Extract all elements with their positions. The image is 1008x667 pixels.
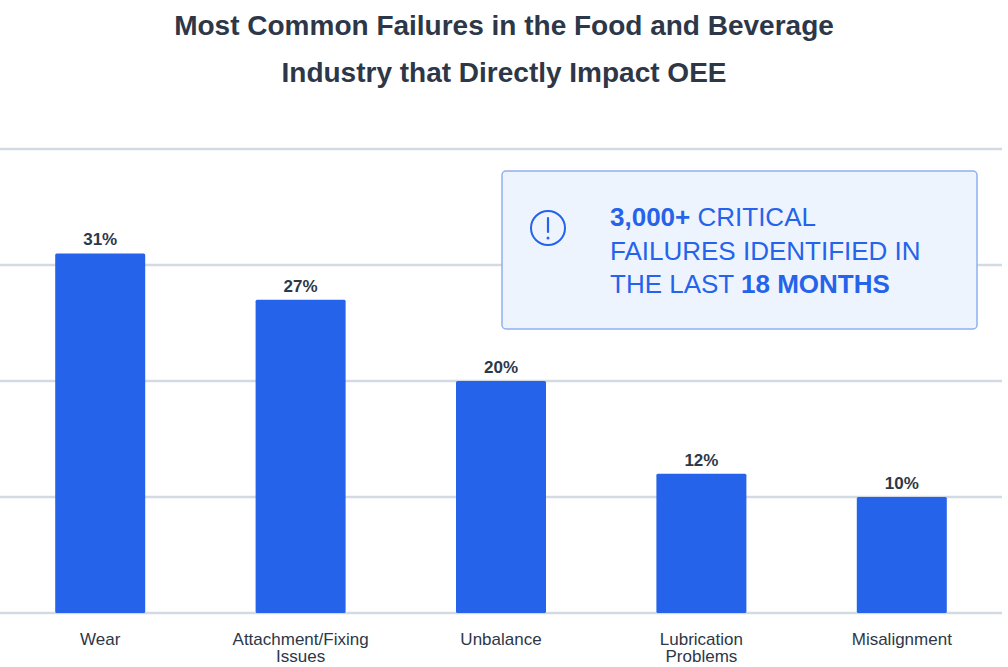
annotation-text: FAILURES IDENTIFIED IN [610, 236, 921, 266]
data-label: 31% [83, 230, 117, 249]
annotation-emphasis: 3,000+ [610, 202, 690, 232]
data-label: 27% [284, 277, 318, 296]
annotation-text: THE LAST [610, 269, 741, 299]
annotation-emphasis: 18 MONTHS [741, 269, 890, 299]
category-label: Attachment/FixingIssues [233, 630, 369, 666]
annotation-line: THE LAST 18 MONTHS [610, 269, 890, 299]
annotation-line: FAILURES IDENTIFIED IN [610, 236, 921, 266]
bar [256, 300, 346, 613]
annotation-box [502, 171, 977, 329]
category-line: Unbalance [460, 630, 541, 649]
category-label: Wear [80, 630, 121, 649]
chart: Most Common Failures in the Food and Bev… [0, 0, 1008, 667]
category-label: Misalignment [852, 630, 952, 649]
category-line: Wear [80, 630, 121, 649]
title-line: Most Common Failures in the Food and Bev… [174, 10, 834, 41]
category-line: Issues [276, 647, 325, 666]
title-line: Industry that Directly Impact OEE [282, 57, 727, 88]
bar [656, 474, 746, 613]
bar [857, 497, 947, 613]
data-label: 20% [484, 358, 518, 377]
alert-icon-dot [547, 237, 550, 240]
category-line: Misalignment [852, 630, 952, 649]
bar [456, 381, 546, 613]
data-label: 10% [885, 474, 919, 493]
alert-icon-bar [547, 218, 549, 232]
title: Most Common Failures in the Food and Bev… [174, 10, 834, 88]
annotation: 3,000+ CRITICAL FAILURES IDENTIFIED INTHE… [502, 171, 977, 329]
annotation-line: 3,000+ CRITICAL [610, 202, 816, 232]
category-label: Unbalance [460, 630, 541, 649]
category-label: LubricationProblems [660, 630, 743, 666]
category-line: Problems [665, 647, 737, 666]
grid [0, 149, 1002, 613]
bar [55, 253, 145, 613]
alert-icon [531, 211, 565, 245]
annotation-text: CRITICAL [690, 202, 816, 232]
data-label: 12% [684, 451, 718, 470]
grid-line [0, 148, 1002, 151]
